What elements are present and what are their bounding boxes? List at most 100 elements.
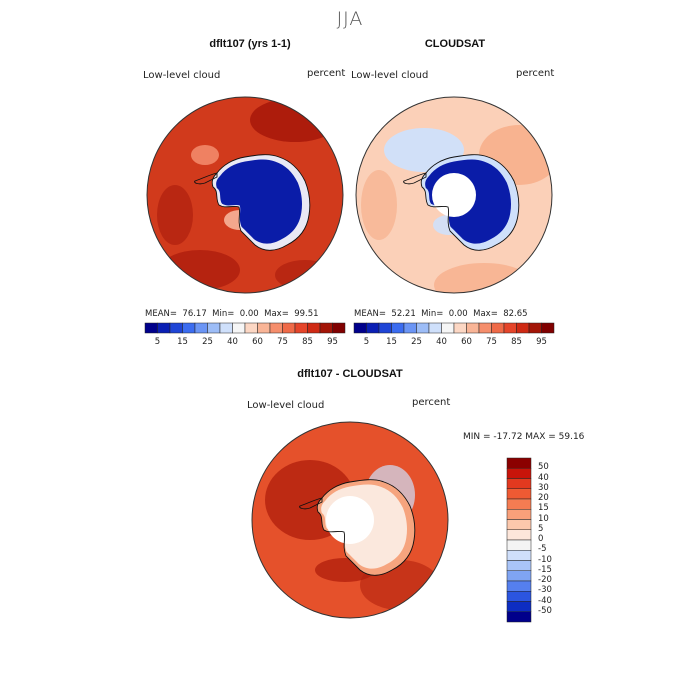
colorbar-tick-label: 5 (363, 337, 370, 347)
colorbar-swatch (332, 322, 346, 334)
colorbar-swatch (219, 322, 233, 334)
model-field-label: Low-level cloud (143, 70, 221, 81)
colorbar-swatch (391, 322, 405, 334)
colorbar-swatch (319, 322, 333, 334)
colorbar-swatch (403, 322, 417, 334)
colorbar-tick-label: -30 (538, 585, 552, 596)
model-mean-label: MEAN= (145, 309, 177, 319)
colorbar-swatch (307, 322, 321, 334)
colorbar-swatch (182, 322, 196, 334)
colorbar-swatch (506, 478, 532, 489)
diff-panel-title: dflt107 - CLOUDSAT (297, 368, 403, 380)
colorbar-tick-label: 85 (511, 337, 522, 347)
diff-field-label: Low-level cloud (247, 400, 325, 411)
colorbar-swatch (506, 601, 532, 612)
colorbar-tick-label: 10 (538, 513, 549, 524)
obs-min-label: Min= (421, 309, 444, 319)
obs-mean-label: MEAN= (354, 309, 386, 319)
colorbar-tick-label: 20 (538, 493, 549, 503)
colorbar-swatch (506, 468, 532, 479)
coastline (316, 479, 416, 576)
colorbar-tick-label: -40 (538, 595, 552, 606)
colorbar-swatch (516, 322, 530, 334)
diff-units-label: percent (412, 397, 451, 408)
diff-minmax: MIN = -17.72 MAX = 59.16 (463, 432, 585, 442)
map-border (355, 96, 553, 294)
diff-colorbar-ticks: 50 40 30 20 15 10 5 0 -5 -10 -15 -20 -30 -40 -50 (538, 458, 578, 622)
colorbar-swatch (506, 611, 532, 623)
field-patch (160, 250, 240, 290)
colorbar-tick-label: 15 (386, 337, 397, 347)
obs-units-label: percent (516, 68, 555, 79)
colorbar-swatch (207, 322, 221, 334)
colorbar-swatch (506, 509, 532, 520)
colorbar-swatch (506, 580, 532, 592)
colorbar-tick-label: 40 (227, 337, 238, 347)
map-field (252, 422, 448, 618)
obs-stats: MEAN= 52.21 Min= 0.00 Max= 82.65 (354, 309, 528, 319)
field-patch (361, 170, 397, 240)
diff-polar-map (251, 421, 449, 619)
colorbar-swatch (466, 322, 480, 334)
colorbar-swatch (506, 539, 532, 551)
colorbar-swatch (541, 322, 555, 334)
colorbar-tick-label: 75 (486, 337, 497, 347)
colorbar-swatch (503, 322, 517, 334)
obs-field-label: Low-level cloud (351, 70, 429, 81)
colorbar-swatch (506, 519, 532, 530)
peninsula-coastline (194, 172, 218, 185)
field-patch (250, 98, 340, 142)
colorbar-tick-label: -5 (538, 544, 547, 555)
colorbar-swatch (144, 322, 158, 334)
colorbar-tick-label: 0 (538, 534, 544, 544)
obs-colorbar (353, 322, 555, 334)
colorbar-swatch (378, 322, 392, 334)
colorbar-tick-label: 15 (177, 337, 188, 347)
colorbar-swatch (194, 322, 208, 334)
model-min-label: Min= (212, 309, 235, 319)
colorbar-tick-label: -50 (538, 605, 552, 616)
colorbar-swatch (282, 322, 296, 334)
colorbar-tick-label: 75 (277, 337, 288, 347)
colorbar-tick-label: 5 (154, 337, 161, 347)
coastline (211, 154, 311, 251)
colorbar-swatch (491, 322, 505, 334)
colorbar-tick-label: -15 (538, 564, 552, 575)
colorbar-swatch (232, 322, 246, 334)
model-colorbar (144, 322, 346, 334)
field-patch (275, 260, 335, 290)
obs-max-value: 82.65 (503, 309, 528, 319)
map-field (356, 97, 552, 293)
colorbar-swatch (353, 322, 367, 334)
model-units-label: percent (307, 68, 346, 79)
colorbar-tick-label: 95 (327, 337, 338, 347)
colorbar-swatch (257, 322, 271, 334)
colorbar-tick-label: 40 (538, 472, 549, 483)
colorbar-swatch (506, 570, 532, 582)
obs-min-value: 0.00 (448, 309, 468, 319)
colorbar-swatch (269, 322, 283, 334)
colorbar-tick-label: 60 (252, 337, 263, 347)
colorbar-swatch (506, 498, 532, 510)
colorbar-swatch (169, 322, 183, 334)
model-panel-title: dflt107 (yrs 1-1) (209, 38, 291, 50)
colorbar-swatch (506, 457, 532, 469)
missing-data-hole (432, 173, 476, 217)
colorbar-swatch (453, 322, 467, 334)
field-patch (191, 145, 219, 165)
colorbar-swatch (428, 322, 442, 334)
colorbar-tick-label: 40 (436, 337, 447, 347)
obs-colorbar-ticks: 5 15 25 40 60 75 85 95 (354, 337, 554, 349)
figure-title: JJA (336, 8, 364, 30)
colorbar-tick-label: 25 (411, 337, 422, 347)
colorbar-swatch (294, 322, 308, 334)
diff-colorbar (506, 457, 532, 623)
colorbar-swatch (506, 529, 532, 541)
colorbar-tick-label: 25 (202, 337, 213, 347)
model-colorbar-ticks: 5 15 25 40 60 75 85 95 (145, 337, 345, 349)
colorbar-tick-label: -20 (538, 575, 552, 585)
missing-data-hole (326, 496, 374, 544)
obs-polar-map (355, 96, 553, 294)
obs-mean-value: 52.21 (391, 309, 416, 319)
peninsula-coastline (299, 497, 323, 510)
